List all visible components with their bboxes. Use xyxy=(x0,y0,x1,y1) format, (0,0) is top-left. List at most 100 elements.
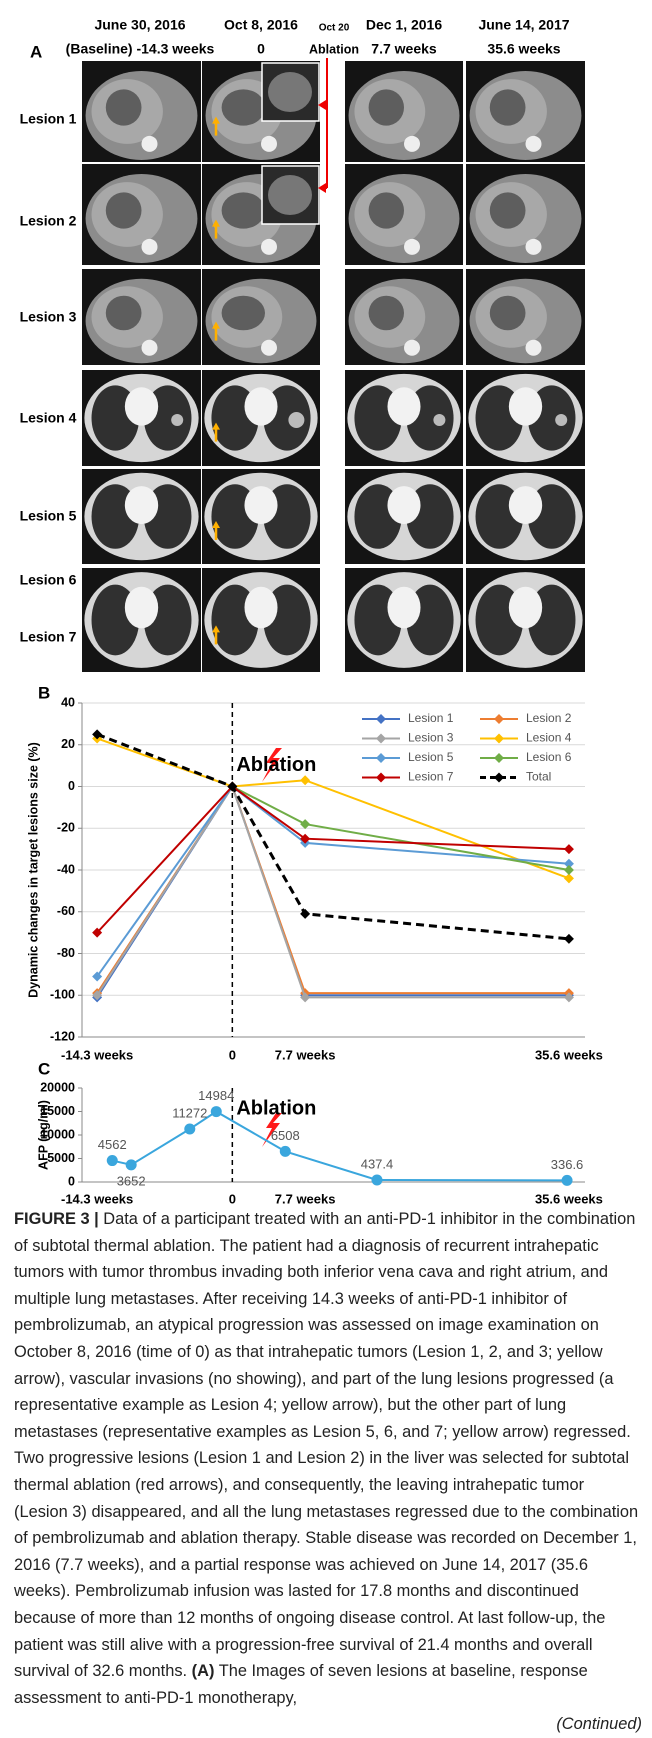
y-tick-label: 15000 xyxy=(40,1104,75,1118)
marker xyxy=(300,992,311,1003)
heart xyxy=(508,387,543,426)
data-label: 4562 xyxy=(98,1137,127,1152)
spine xyxy=(404,238,420,255)
column-date: Dec 1, 2016 xyxy=(366,17,442,33)
marker xyxy=(561,1174,573,1186)
y-tick-label: -60 xyxy=(57,904,75,918)
heart xyxy=(244,586,278,629)
series-line xyxy=(96,785,570,978)
spine xyxy=(525,238,542,255)
series-line xyxy=(96,785,569,934)
ablation-zone xyxy=(268,72,312,112)
marker xyxy=(563,992,574,1003)
column-date: June 30, 2016 xyxy=(94,17,185,33)
legend-label: Lesion 7 xyxy=(408,770,454,784)
column-date: June 14, 2017 xyxy=(478,17,569,33)
marker xyxy=(300,819,311,830)
marker xyxy=(376,714,386,724)
marker xyxy=(494,714,504,724)
nodule xyxy=(433,414,446,426)
row-label: Lesion 5 xyxy=(20,508,77,524)
spine xyxy=(404,339,420,356)
yellow-arrow-head xyxy=(212,116,220,124)
legend-label: Lesion 1 xyxy=(408,711,454,725)
spine xyxy=(261,339,277,356)
x-tick-label: -14.3 weeks xyxy=(61,1191,133,1206)
caption-text: Data of a participant treated with an an… xyxy=(14,1210,639,1681)
lesion xyxy=(368,89,404,126)
data-label: 11272 xyxy=(172,1105,207,1120)
y-tick-label: 20 xyxy=(61,737,75,751)
continued: (Continued) xyxy=(556,1715,642,1734)
lesion xyxy=(489,295,526,331)
figure: A June 30, 2016 (Baseline) -14.3 weeks O… xyxy=(20,17,603,1206)
spine xyxy=(525,135,542,152)
column-time: 35.6 weeks xyxy=(487,41,560,57)
heart xyxy=(124,586,159,629)
marker xyxy=(279,1145,291,1157)
ablation-zone xyxy=(268,175,312,215)
series-line xyxy=(112,1110,568,1182)
row-label: Lesion 4 xyxy=(20,410,77,426)
row-label: Lesion 3 xyxy=(20,309,77,325)
column-time: 0 xyxy=(257,41,265,57)
heart xyxy=(244,486,278,525)
marker xyxy=(494,772,504,783)
heart xyxy=(508,486,543,525)
y-tick-label: 0 xyxy=(68,779,75,793)
data-label: 336.6 xyxy=(551,1157,584,1172)
y-tick-label: -120 xyxy=(50,1029,75,1043)
caption: FIGURE 3 | Data of a participant treated… xyxy=(14,1206,642,1738)
marker xyxy=(300,833,311,844)
series-line xyxy=(96,784,569,998)
heart xyxy=(124,486,159,525)
panel-label: A xyxy=(30,42,42,61)
marker xyxy=(371,1174,383,1186)
row-label: Lesion 1 xyxy=(20,111,77,127)
ablation-arrows xyxy=(318,58,328,193)
legend-label: Lesion 5 xyxy=(408,750,454,764)
legend-label: Lesion 6 xyxy=(526,750,572,764)
x-tick-label: -14.3 weeks xyxy=(61,1047,133,1062)
data-label: 3652 xyxy=(117,1173,146,1188)
spine xyxy=(141,135,158,152)
heart xyxy=(124,387,159,426)
y-axis-title: Dynamic changes in target lesions size (… xyxy=(26,742,40,998)
marker xyxy=(125,1159,137,1171)
y-tick-label: 20000 xyxy=(40,1080,75,1094)
heart xyxy=(387,586,421,629)
marker xyxy=(376,733,386,744)
legend-label: Lesion 2 xyxy=(526,711,572,725)
spine xyxy=(141,238,158,255)
lesion xyxy=(221,295,265,331)
panel-ref: (A) xyxy=(191,1662,215,1681)
nodule xyxy=(171,414,184,426)
spine xyxy=(261,135,277,152)
marker xyxy=(494,733,504,744)
data-label: 14984 xyxy=(198,1088,234,1103)
annotation: Ablation xyxy=(236,754,316,776)
marker xyxy=(92,927,103,938)
y-tick-label: -20 xyxy=(57,821,75,835)
yellow-arrow-head xyxy=(212,625,220,633)
heart xyxy=(387,387,421,426)
marker xyxy=(563,865,574,875)
marker xyxy=(376,753,386,763)
continued-row: (Continued) xyxy=(14,1711,642,1738)
y-tick-label: -80 xyxy=(57,946,75,960)
figure-label: FIGURE 3 | xyxy=(14,1210,99,1228)
yellow-arrow-head xyxy=(212,422,220,430)
heart xyxy=(508,586,543,629)
x-tick-label: 0 xyxy=(229,1047,236,1062)
row-label: Lesion 7 xyxy=(20,629,77,645)
marker xyxy=(210,1106,222,1118)
x-tick-label: 0 xyxy=(229,1191,236,1206)
row-label: Lesion 6 xyxy=(20,572,77,588)
heart xyxy=(244,387,278,426)
marker xyxy=(184,1123,196,1135)
annotation: Ablation xyxy=(236,1097,316,1119)
marker xyxy=(92,990,103,1001)
x-tick-label: 35.6 weeks xyxy=(535,1191,603,1206)
marker xyxy=(563,858,574,869)
legend-label: Lesion 4 xyxy=(526,731,572,745)
